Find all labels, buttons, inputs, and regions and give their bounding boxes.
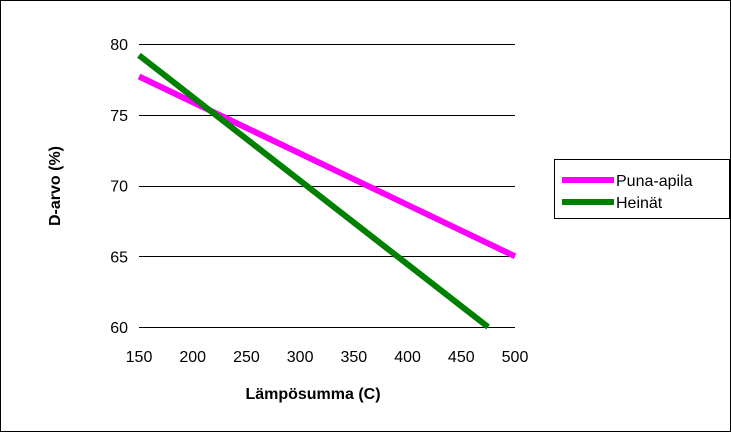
y-axis-title: D-arvo (%) [47, 146, 64, 226]
x-tick-label-500: 500 [502, 349, 529, 366]
legend-label-puna-apila: Puna-apila [616, 173, 693, 190]
y-tick-label-70: 70 [110, 179, 128, 196]
x-axis-title: Lämpösumma (C) [245, 386, 380, 403]
x-tick-label-200: 200 [179, 349, 206, 366]
y-tick-label-75: 75 [110, 108, 128, 125]
x-tick-label-400: 400 [394, 349, 421, 366]
x-tick-label-250: 250 [233, 349, 260, 366]
series-lines [137, 52, 517, 330]
x-tick-label-300: 300 [287, 349, 314, 366]
legend: Puna-apila Heinät [554, 159, 730, 219]
series-line-1 [137, 52, 490, 330]
legend-box [554, 159, 730, 219]
gridlines [139, 44, 515, 328]
x-tick-labels: 150 200 250 300 350 400 450 500 [126, 349, 529, 366]
y-tick-labels: 60 65 70 75 80 [110, 37, 128, 337]
y-tick-label-80: 80 [110, 37, 128, 54]
y-tick-label-65: 65 [110, 249, 128, 266]
x-tick-label-150: 150 [126, 349, 153, 366]
legend-label-heinat: Heinät [616, 195, 663, 212]
x-tick-label-350: 350 [341, 349, 368, 366]
y-tick-label-60: 60 [110, 320, 128, 337]
x-tick-label-450: 450 [448, 349, 475, 366]
